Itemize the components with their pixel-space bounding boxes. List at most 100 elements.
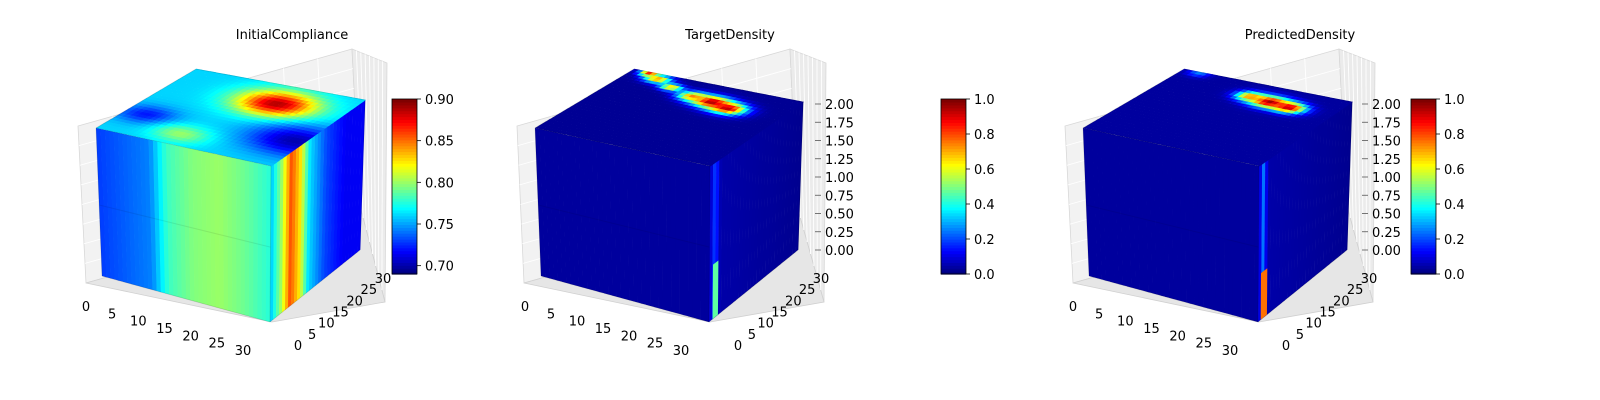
voxel-column xyxy=(666,156,672,312)
top-cell xyxy=(677,77,687,82)
colorbar-swatch xyxy=(941,201,966,205)
top-cell xyxy=(211,72,221,76)
colorbar-swatch xyxy=(392,99,417,103)
top-cell xyxy=(306,92,316,97)
voxel-column xyxy=(166,143,174,296)
voxel-column xyxy=(174,145,183,298)
voxel-column xyxy=(318,128,325,284)
colorbar-swatch xyxy=(1411,227,1436,231)
z-tick-label: 1.25 xyxy=(825,153,854,168)
top-cell xyxy=(348,100,358,104)
top-cell xyxy=(352,98,362,102)
top-cell xyxy=(1222,77,1232,81)
top-cell xyxy=(1330,98,1339,102)
voxel-column xyxy=(1232,160,1238,317)
top-cell xyxy=(1217,76,1228,80)
colorbar-swatch xyxy=(392,125,417,129)
colorbar-swatch xyxy=(941,262,966,266)
colorbar-swatch xyxy=(392,224,417,228)
colorbar-swatch xyxy=(1411,125,1436,129)
top-cell xyxy=(198,72,208,76)
cube-edge xyxy=(633,68,804,103)
top-cell xyxy=(267,82,277,86)
voxel-column xyxy=(535,128,546,278)
z-tick-label: 0.00 xyxy=(1372,244,1401,259)
colorbar-swatch xyxy=(392,244,417,249)
voxel-column xyxy=(747,135,754,291)
top-cell xyxy=(205,79,215,83)
colorbar-swatch xyxy=(392,169,417,173)
voxel-column xyxy=(1236,161,1242,318)
voxel-column xyxy=(139,137,149,289)
voxel-column xyxy=(170,144,178,297)
cube-edge xyxy=(269,249,361,323)
colorbar-swatch xyxy=(941,241,966,246)
colorbar-swatch xyxy=(392,259,417,263)
z-tick-label: 0.50 xyxy=(825,208,854,223)
colorbar-swatch xyxy=(941,104,966,109)
colorbar-swatch xyxy=(1411,119,1436,123)
colorbar-swatch xyxy=(392,268,417,272)
voxel-column xyxy=(539,128,550,279)
front-face xyxy=(96,128,272,323)
colorbar-swatch xyxy=(941,253,966,258)
z-tick-label: 1.75 xyxy=(1372,116,1401,131)
top-cell xyxy=(245,81,255,85)
colorbar: 0.0 0.2 0.4 0.6 0.8 1.0 xyxy=(940,93,995,283)
top-cell xyxy=(233,84,243,89)
voxel-column xyxy=(1083,128,1094,278)
voxel-column xyxy=(1278,148,1285,306)
x-tick-label: 20 xyxy=(621,329,638,344)
voxel-column xyxy=(750,133,757,289)
voxel-column xyxy=(309,135,316,291)
y-tick-label: 15 xyxy=(332,306,349,321)
top-cell xyxy=(310,102,320,106)
top-cell xyxy=(319,92,329,96)
top-cell xyxy=(203,84,213,89)
colorbar-swatch xyxy=(1411,145,1436,150)
voxel-column xyxy=(1293,138,1300,294)
top-cell xyxy=(201,70,212,74)
top-cell xyxy=(281,85,291,89)
y-tick-label: 0 xyxy=(294,339,302,354)
colorbar-swatch xyxy=(941,180,966,185)
colorbar-swatch xyxy=(392,116,417,121)
top-cell xyxy=(238,85,248,90)
y-tick-label: 0 xyxy=(734,339,742,354)
grid-line xyxy=(820,61,822,291)
voxel-column xyxy=(771,118,779,272)
top-cell xyxy=(1227,77,1237,82)
voxel-column xyxy=(315,130,322,286)
colorbar-swatch xyxy=(941,233,966,237)
top-cell xyxy=(218,79,228,83)
x-tick-label: 15 xyxy=(156,322,173,337)
voxel-column xyxy=(696,163,702,320)
colorbar-swatch xyxy=(1411,163,1436,167)
colorbar: 0.70 0.75 0.80 0.85 0.90 xyxy=(391,93,454,275)
colorbar-tick-label: 0.2 xyxy=(1444,233,1465,248)
colorbar-swatch xyxy=(392,198,417,202)
top-cell xyxy=(1264,85,1274,89)
voxel-column xyxy=(117,132,128,283)
side-face xyxy=(270,99,366,322)
colorbar-swatch xyxy=(1411,180,1436,185)
top-cell xyxy=(269,129,279,134)
colorbar-swatch xyxy=(941,113,966,118)
voxel-column xyxy=(324,124,331,279)
z-tick-label: 1.75 xyxy=(825,116,854,131)
colorbar-swatch xyxy=(1411,244,1436,249)
top-cell xyxy=(1231,122,1241,126)
voxel-column xyxy=(729,148,736,306)
top-cell xyxy=(1297,91,1307,96)
top-cell xyxy=(220,73,230,78)
colorbar-swatch xyxy=(1411,169,1436,173)
top-cell xyxy=(289,104,299,108)
top-cell xyxy=(293,93,303,97)
x-tick-label: 20 xyxy=(182,329,199,344)
colorbar-swatch xyxy=(392,209,417,214)
voxel-column xyxy=(783,110,791,262)
top-cell xyxy=(1255,83,1265,87)
top-cell xyxy=(724,107,734,111)
colorbar-tick-label: 0.0 xyxy=(1444,268,1465,283)
z-tick-label: 1.00 xyxy=(1372,171,1401,186)
